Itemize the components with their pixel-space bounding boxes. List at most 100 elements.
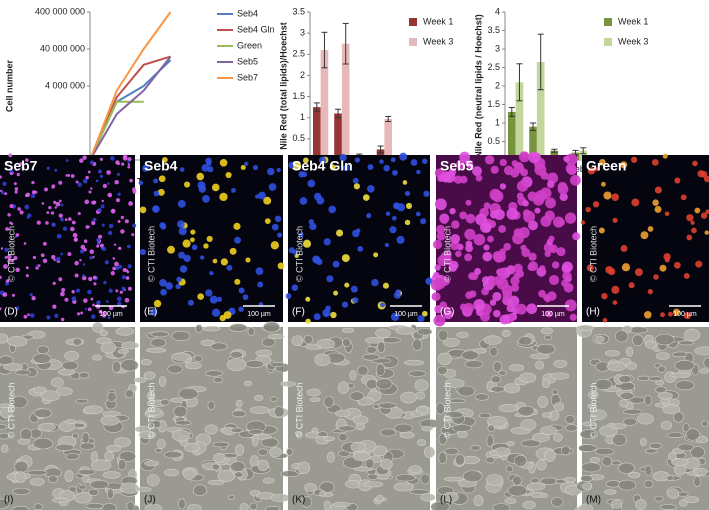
- y-tick-label: 40 000 000: [40, 43, 85, 53]
- cell-outline: [393, 482, 414, 492]
- cell: [70, 226, 75, 232]
- cell: [105, 300, 109, 303]
- cell: [87, 170, 91, 174]
- cell-outline: [306, 388, 321, 397]
- cell-outline: [230, 427, 243, 433]
- y-tick-label: 2: [300, 70, 305, 80]
- cell: [238, 287, 245, 294]
- cell: [384, 242, 390, 248]
- cell-outline: [623, 417, 638, 426]
- cell: [108, 223, 114, 229]
- legend-label: Seb5: [237, 56, 258, 66]
- cell: [316, 196, 325, 205]
- cell-outline: [522, 500, 536, 509]
- cell-outline: [540, 477, 558, 485]
- cell: [546, 180, 555, 189]
- cell: [565, 163, 577, 174]
- cell: [89, 160, 95, 165]
- cell: [216, 296, 223, 302]
- cell: [115, 289, 119, 293]
- cell: [680, 194, 687, 201]
- cell: [664, 211, 670, 217]
- cell: [405, 202, 413, 209]
- cell-outline: [273, 405, 285, 418]
- cell: [179, 167, 185, 172]
- cell: [101, 246, 107, 252]
- cell: [3, 264, 8, 269]
- cell: [562, 271, 572, 281]
- cell-outline: [100, 342, 117, 354]
- cell: [556, 247, 566, 257]
- cell: [159, 222, 166, 229]
- cell-outline: [78, 371, 90, 379]
- cell: [276, 167, 281, 173]
- cell: [190, 229, 196, 235]
- cell: [495, 251, 507, 263]
- fluorescence-image: [138, 155, 285, 322]
- cell: [420, 218, 427, 225]
- cell-outline: [207, 479, 225, 486]
- cell-outline: [594, 378, 613, 391]
- cell-outline: [83, 405, 104, 415]
- cell-outline: [33, 386, 47, 394]
- cell-outline: [79, 442, 95, 450]
- cell: [496, 277, 509, 290]
- cell: [373, 252, 379, 258]
- cell: [198, 185, 207, 193]
- cell: [42, 258, 48, 264]
- error-bar: [516, 63, 523, 102]
- cell: [89, 249, 95, 255]
- cell: [549, 244, 558, 254]
- cell-outline: [229, 323, 248, 333]
- cell: [116, 162, 120, 166]
- watermark: © CTI Biotech: [146, 226, 156, 282]
- cell: [534, 163, 547, 176]
- cell-outline: [319, 490, 327, 497]
- cell: [549, 274, 560, 286]
- cell-outline: [438, 433, 447, 446]
- cell: [112, 266, 117, 271]
- cell: [611, 285, 620, 294]
- cell-outline: [71, 432, 79, 439]
- cell-outline: [349, 391, 365, 401]
- cell: [475, 174, 483, 182]
- cell: [455, 160, 465, 170]
- cell: [79, 158, 84, 163]
- cell-outline: [629, 396, 646, 404]
- scale-label: 100 µm: [541, 311, 565, 318]
- cell: [99, 157, 103, 161]
- cell-outline: [150, 337, 167, 348]
- cell: [498, 225, 507, 233]
- cell-outline: [178, 387, 199, 400]
- cell-outline: [65, 419, 76, 425]
- cell: [117, 220, 121, 223]
- cell: [119, 290, 123, 294]
- cell: [309, 222, 317, 231]
- cell: [10, 259, 15, 263]
- cell-outline: [154, 448, 163, 453]
- cell: [2, 181, 7, 186]
- fluorescence-image: [0, 153, 137, 322]
- cell-outline: [269, 447, 282, 458]
- cell: [612, 217, 618, 223]
- cell: [352, 297, 359, 304]
- cell: [107, 182, 110, 185]
- cell: [674, 261, 681, 269]
- cell-outline: [442, 492, 459, 503]
- cell-outline: [230, 461, 246, 473]
- cell: [87, 289, 92, 295]
- cell-outline: [660, 420, 673, 430]
- cell-outline: [582, 421, 597, 427]
- cell: [211, 183, 220, 192]
- cell: [270, 241, 279, 250]
- cell-outline: [590, 409, 607, 421]
- cell-outline: [235, 399, 243, 408]
- cell-outline: [193, 484, 207, 496]
- cell: [451, 220, 460, 229]
- cell-outline: [485, 456, 495, 464]
- cell-outline: [171, 330, 191, 341]
- cell-outline: [457, 385, 476, 397]
- cell-outline: [365, 458, 375, 469]
- y-tick-label: 0.5: [292, 133, 305, 143]
- cell: [176, 276, 182, 283]
